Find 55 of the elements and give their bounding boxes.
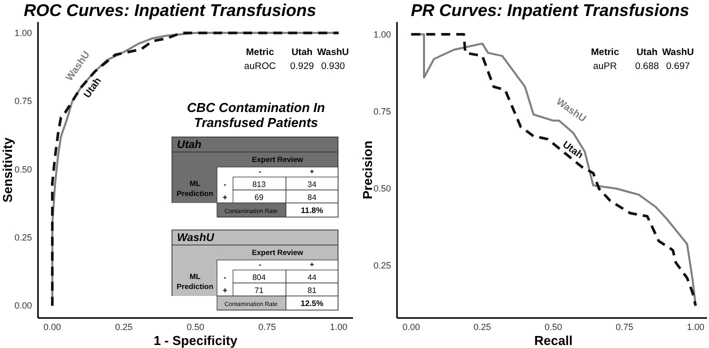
y-tick-label: 0.75 (14, 96, 32, 106)
annotation: WashU (317, 47, 350, 58)
y-tick-label: 0.00 (14, 300, 32, 311)
y-tick-label: 0.75 (373, 106, 391, 116)
y-tick-label: 0.50 (373, 184, 391, 194)
x-tick-label: 1.00 (686, 322, 704, 332)
annotation: WashU (177, 232, 216, 244)
annotation: 34 (308, 180, 317, 189)
annotation: 0.930 (321, 61, 345, 72)
annotation: 81 (308, 286, 317, 295)
annotation: 12.5% (300, 299, 324, 308)
annotation: 69 (254, 193, 264, 202)
annotation: 0.688 (635, 61, 659, 72)
annotation: 11.8% (300, 206, 324, 215)
annotation: Utah (177, 139, 202, 151)
annotation: auPR (593, 61, 618, 72)
x-tick-label: 0.50 (186, 322, 204, 332)
x-tick-label: 0.25 (115, 322, 133, 332)
y-tick-label: 0.50 (14, 164, 32, 174)
annotation: Utah (291, 47, 313, 58)
annotation: - (224, 180, 227, 189)
x-tick-label: 0.25 (474, 322, 492, 332)
x-axis-title: 1 - Specificity (154, 333, 238, 348)
annotation: + (222, 193, 228, 202)
x-tick-label: 1.00 (330, 322, 348, 332)
x-tick-label: 0.75 (258, 322, 276, 332)
annotation: + (222, 286, 228, 295)
text: CBC Contamination In Transfused Patients (187, 100, 326, 130)
annotation: WashU (662, 47, 694, 58)
y-tick-label: 1.00 (373, 29, 391, 40)
y-tick-label: 0.25 (14, 232, 32, 243)
annotation: - (224, 273, 227, 282)
annotation: Utah (636, 47, 658, 58)
x-tick-label: 0.50 (544, 322, 562, 332)
annotation: 0.929 (290, 61, 314, 72)
annotation: 84 (308, 193, 317, 202)
x-tick-label: 0.75 (616, 322, 634, 332)
annotation: 804 (252, 273, 266, 282)
x-tick-label: 0.00 (402, 322, 420, 332)
line-series (410, 33, 697, 307)
annotation: Metric (591, 47, 619, 58)
x-axis-title: Recall (534, 333, 573, 348)
chart-title: ROC Curves: Inpatient Transfusions (24, 1, 316, 20)
annotation: auROC (244, 61, 276, 72)
annotation: 71 (254, 286, 264, 295)
y-tick-label: 0.25 (373, 260, 391, 271)
y-axis-title: Precision (360, 140, 375, 200)
chart-title: PR Curves: Inpatient Transfusions (410, 1, 690, 20)
annotation: 813 (252, 180, 266, 189)
annotation: 44 (308, 273, 317, 282)
annotation: Metric (246, 47, 274, 58)
annotation: 0.697 (666, 61, 690, 72)
x-tick-label: 0.00 (44, 322, 62, 332)
y-axis-title: Sensitivity (0, 136, 15, 203)
y-tick-label: 1.00 (14, 28, 32, 38)
